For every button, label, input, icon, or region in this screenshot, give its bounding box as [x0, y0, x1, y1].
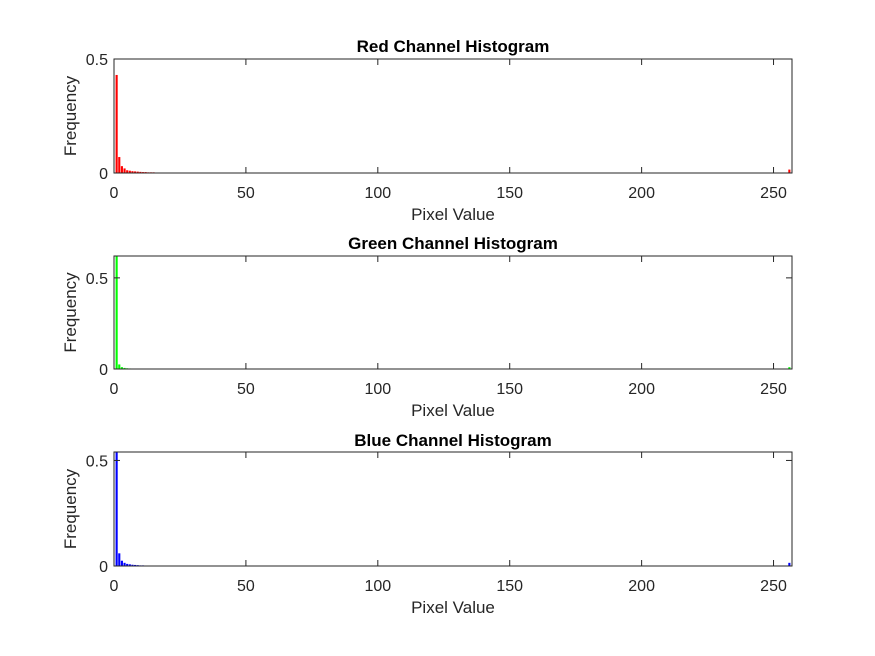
- x-tick-label: 200: [628, 381, 655, 398]
- y-tick-label: 0: [99, 166, 108, 183]
- x-tick-label: 150: [496, 185, 523, 202]
- blue-channel-histogram-ylabel: Frequency: [61, 468, 80, 549]
- red-channel-histogram-bar: [118, 157, 121, 173]
- red-channel-histogram-bar: [134, 171, 137, 173]
- x-tick-label: 0: [110, 381, 119, 398]
- x-tick-label: 50: [237, 381, 255, 398]
- blue-channel-histogram-bar: [123, 562, 126, 566]
- red-channel-histogram-bar: [120, 166, 123, 173]
- green-channel-histogram-bar: [788, 367, 791, 369]
- green-channel-histogram-bar: [120, 367, 123, 369]
- blue-channel-histogram-bar: [134, 564, 137, 566]
- blue-channel-histogram-bar: [120, 560, 123, 566]
- x-tick-label: 100: [364, 381, 391, 398]
- red-channel-histogram-chart: 0 50 100 150 200 250 0 0.5 Red Channel Histogram…: [61, 37, 793, 224]
- blue-channel-histogram-bar: [115, 452, 118, 566]
- red-channel-histogram-bar: [788, 169, 791, 173]
- green-channel-histogram-axes-box: [113, 255, 793, 370]
- x-tick-label: 50: [237, 578, 255, 595]
- red-channel-histogram-ylabel: Frequency: [61, 75, 80, 156]
- blue-channel-histogram-axes-box: [113, 451, 793, 567]
- x-tick-label: 150: [496, 381, 523, 398]
- y-tick-label: 0: [99, 362, 108, 379]
- x-tick-label: 0: [110, 578, 119, 595]
- red-channel-histogram-axes-box: [113, 58, 793, 174]
- x-tick-label: 250: [760, 578, 787, 595]
- blue-channel-histogram-bar: [118, 553, 121, 566]
- y-tick-label: 0.5: [86, 271, 108, 288]
- green-channel-histogram-bar: [118, 364, 121, 369]
- x-tick-label: 150: [496, 578, 523, 595]
- green-channel-histogram-title: Green Channel Histogram: [348, 234, 558, 253]
- green-channel-histogram-xlabel: Pixel Value: [411, 401, 495, 420]
- blue-channel-histogram-title: Blue Channel Histogram: [354, 431, 551, 450]
- y-tick-label: 0.5: [86, 453, 108, 470]
- red-channel-histogram-xlabel: Pixel Value: [411, 205, 495, 224]
- green-channel-histogram-bar: [115, 256, 118, 369]
- blue-channel-histogram-xlabel: Pixel Value: [411, 598, 495, 617]
- red-channel-histogram-bar: [115, 74, 118, 173]
- red-channel-histogram-bar: [139, 171, 142, 173]
- red-channel-histogram-bar: [128, 170, 131, 173]
- blue-channel-histogram-bar: [788, 562, 791, 566]
- blue-channel-histogram-bar: [126, 563, 129, 566]
- x-tick-label: 250: [760, 381, 787, 398]
- x-tick-label: 200: [628, 578, 655, 595]
- red-channel-histogram-bar: [126, 170, 129, 173]
- x-tick-label: 100: [364, 185, 391, 202]
- y-tick-label: 0.5: [86, 52, 108, 69]
- blue-channel-histogram-chart: 0 50 100 150 200 250 0 0.5 Blue Channel Histogra…: [61, 431, 793, 617]
- x-tick-label: 250: [760, 185, 787, 202]
- red-channel-histogram-bar: [136, 171, 139, 173]
- x-tick-label: 100: [364, 578, 391, 595]
- red-channel-histogram-title: Red Channel Histogram: [357, 37, 550, 56]
- x-tick-label: 50: [237, 185, 255, 202]
- x-tick-label: 0: [110, 185, 119, 202]
- green-channel-histogram-bar: [123, 367, 126, 369]
- red-channel-histogram-bar: [123, 168, 126, 173]
- green-channel-histogram-chart: 0 50 100 150 200 250 0 0.5 Green Channel Histogr…: [61, 234, 793, 420]
- x-tick-label: 200: [628, 185, 655, 202]
- red-channel-histogram-bar: [131, 171, 134, 173]
- blue-channel-histogram-bar: [128, 564, 131, 566]
- y-tick-label: 0: [99, 559, 108, 576]
- green-channel-histogram-ylabel: Frequency: [61, 272, 80, 353]
- blue-channel-histogram-bar: [131, 564, 134, 566]
